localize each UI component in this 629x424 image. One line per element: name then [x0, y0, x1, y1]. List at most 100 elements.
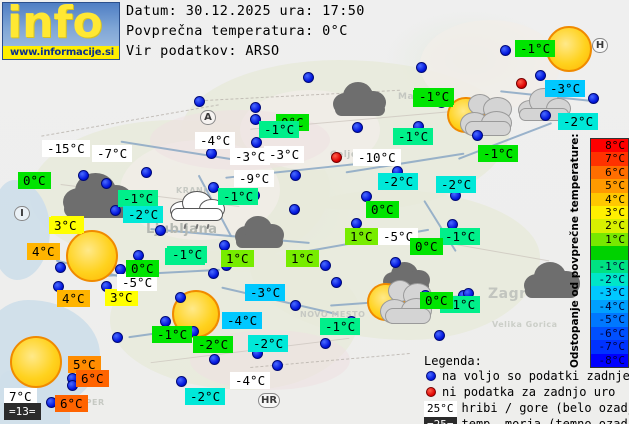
scale-row: 8°C [591, 139, 628, 153]
scale-row: -4°C [591, 299, 628, 314]
legend-mountain-chip: 25°C [424, 401, 457, 417]
station-dot[interactable] [272, 360, 283, 371]
station-dot[interactable] [352, 122, 363, 133]
site-logo[interactable]: info www.informacije.si [2, 2, 120, 60]
temperature-chip: -1°C [118, 190, 159, 207]
legend-row: 25°C hribi / gore (belo ozadje) [424, 400, 629, 417]
scale-row: 2°C [591, 219, 628, 233]
station-dot[interactable] [112, 332, 123, 343]
station-dot[interactable] [141, 167, 152, 178]
temperature-chip: 1°C [286, 250, 319, 267]
scale-row: 7°C [591, 152, 628, 166]
temperature-chip: -2°C [248, 335, 289, 352]
station-dot-no-data[interactable] [331, 152, 342, 163]
station-dot[interactable] [209, 354, 220, 365]
station-dot[interactable] [206, 148, 217, 159]
city-label: KOPER [72, 398, 105, 407]
scale-row: 5°C [591, 179, 628, 193]
cloud-rain-icon [168, 190, 226, 232]
temperature-chip: -1°C [440, 228, 481, 245]
cloud-dark-icon [232, 212, 286, 250]
temperature-chip: -9°C [234, 170, 275, 187]
scale-row: -5°C [591, 313, 628, 327]
sun-cloud-icon [446, 92, 518, 138]
temperature-chip: 3°C [49, 217, 82, 234]
temperature-chip: -3°C [545, 80, 586, 97]
station-dot[interactable] [588, 93, 599, 104]
station-dot[interactable] [194, 96, 205, 107]
legend-blue-dot-icon [426, 371, 436, 381]
station-dot[interactable] [535, 70, 546, 81]
header-data-source: Vir podatkov: ARSO [126, 43, 280, 59]
temperature-chip: -4°C [195, 132, 236, 149]
station-dot[interactable] [55, 262, 66, 273]
temperature-chip: -7°C [92, 145, 133, 162]
station-dot[interactable] [175, 292, 186, 303]
station-dot[interactable] [540, 110, 551, 121]
header-date-time: Datum: 30.12.2025 ura: 17:50 [126, 3, 365, 19]
sea-temperature-chip: =13= [4, 403, 41, 420]
temperature-chip: 4°C [27, 243, 60, 260]
station-dot[interactable] [331, 277, 342, 288]
temperature-chip: -2°C [193, 336, 234, 353]
station-dot[interactable] [416, 62, 427, 73]
temperature-chip: -2°C [185, 388, 226, 405]
temperature-scale-title: Odstopanje od povprečne temperature: [569, 133, 581, 368]
temperature-chip: 3°C [105, 289, 138, 306]
station-dot[interactable] [176, 376, 187, 387]
station-dot[interactable] [250, 114, 261, 125]
station-dot[interactable] [208, 182, 219, 193]
temperature-chip: -4°C [222, 312, 263, 329]
station-dot[interactable] [250, 102, 261, 113]
temperature-chip: 1°C [221, 250, 254, 267]
temperature-chip: -1°C [167, 246, 208, 263]
temperature-chip: -5°C [117, 274, 158, 291]
temperature-chip: -1°C [478, 145, 519, 162]
station-dot[interactable] [155, 225, 166, 236]
legend-row: na voljo so podatki zadnje ure [424, 368, 629, 384]
station-dot[interactable] [500, 45, 511, 56]
temperature-chip: 0°C [18, 172, 51, 189]
station-dot[interactable] [290, 170, 301, 181]
scale-row: 3°C [591, 206, 628, 220]
station-dot[interactable] [208, 268, 219, 279]
temperature-chip: -3°C [245, 284, 286, 301]
temperature-chip: -3°C [264, 146, 305, 163]
legend: Legenda: na voljo so podatki zadnje uren… [424, 354, 629, 424]
temperature-chip: -1°C [152, 326, 193, 343]
station-dot[interactable] [101, 178, 112, 189]
temperature-chip: 4°C [57, 290, 90, 307]
temperature-chip: -1°C [393, 128, 434, 145]
legend-row: =25= temp. morja (temno ozadje) [424, 416, 629, 424]
station-dot[interactable] [251, 137, 262, 148]
station-dot[interactable] [320, 338, 331, 349]
station-dot[interactable] [390, 257, 401, 268]
station-dot[interactable] [472, 130, 483, 141]
station-dot[interactable] [110, 205, 121, 216]
scale-row: -2°C [591, 273, 628, 287]
temperature-chip: 0°C [410, 238, 443, 255]
temperature-chip: -10°C [353, 149, 401, 166]
station-dot[interactable] [434, 330, 445, 341]
temperature-chip: -1°C [414, 88, 455, 105]
temperature-chip: 6°C [55, 395, 88, 412]
station-dot[interactable] [320, 260, 331, 271]
temperature-chip: 1°C [345, 228, 378, 245]
country-tag-a: A [200, 110, 216, 125]
station-dot-no-data[interactable] [516, 78, 527, 89]
temperature-chip: 0°C [366, 201, 399, 218]
temperature-chip: -2°C [378, 173, 419, 190]
temperature-chip: -15°C [42, 140, 90, 157]
station-dot[interactable] [78, 170, 89, 181]
station-dot[interactable] [289, 204, 300, 215]
logo-wordmark: info [7, 2, 103, 48]
sun-icon [66, 230, 118, 282]
scale-row: 4°C [591, 192, 628, 207]
scale-row: -1°C [591, 259, 628, 274]
legend-title: Legenda: [424, 354, 482, 368]
temperature-scale: Odstopanje od povprečne temperature: 8°C… [566, 133, 629, 368]
city-label: NOVO MESTO [300, 310, 366, 319]
station-dot[interactable] [303, 72, 314, 83]
station-dot[interactable] [290, 300, 301, 311]
